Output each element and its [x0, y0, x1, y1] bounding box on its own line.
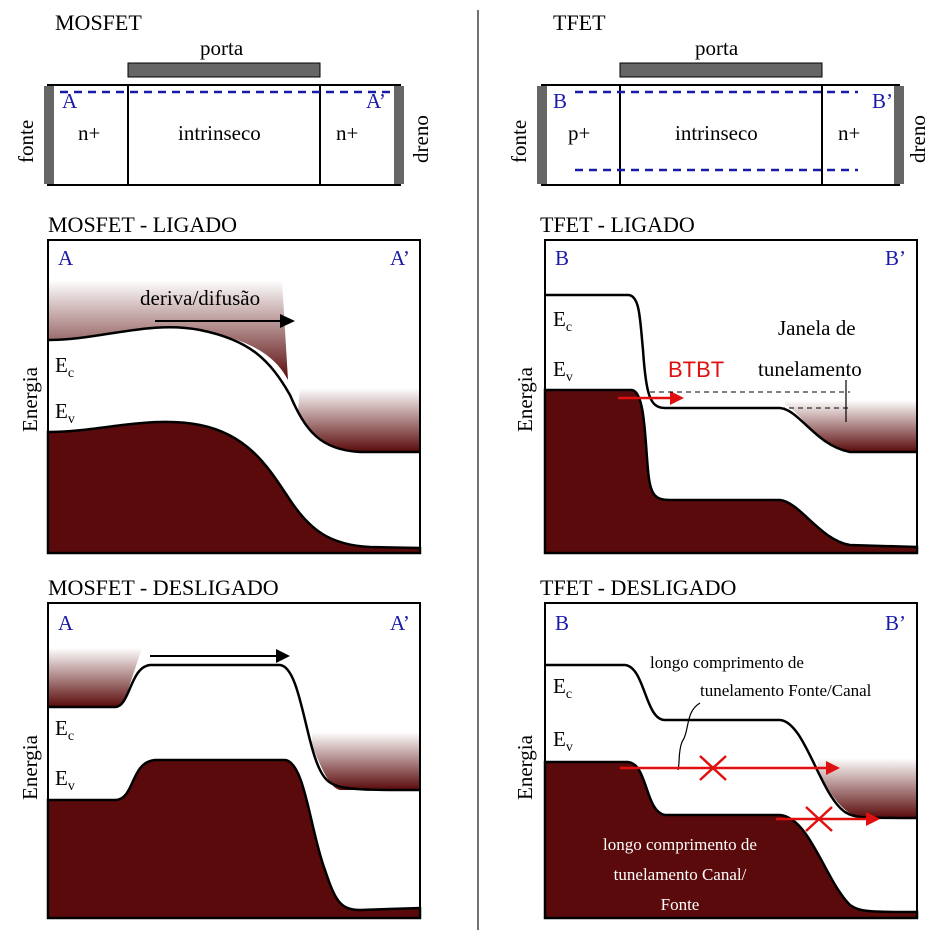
region-label: n+: [336, 121, 358, 145]
panel-title: TFET - LIGADO: [540, 212, 695, 237]
ev-label: Ev: [55, 399, 75, 427]
contact: [894, 86, 904, 184]
ev-symbol: E: [553, 357, 566, 381]
region-label: n+: [78, 121, 100, 145]
axis-label: Energia: [513, 734, 537, 800]
ec-symbol: E: [553, 307, 566, 331]
panel-title: TFET - DESLIGADO: [540, 575, 736, 600]
panel-title: MOSFET - DESLIGADO: [48, 575, 279, 600]
region-label: intrinseco: [675, 121, 758, 145]
note: tunelamento Fonte/Canal: [700, 681, 872, 700]
ec-label: Ec: [55, 716, 74, 744]
gate-label: porta: [695, 36, 739, 60]
drain-label: dreno: [906, 115, 930, 163]
marker: B: [555, 611, 569, 635]
arrow-head: [670, 391, 684, 405]
ec-symbol: E: [55, 353, 68, 377]
arrow-head: [276, 649, 290, 663]
ev-symbol: E: [55, 766, 68, 790]
axis-label: Energia: [18, 366, 42, 432]
ec-subscript: c: [68, 729, 74, 744]
note: longo comprimento de: [603, 835, 757, 854]
note: tunelamento Canal/: [614, 865, 747, 884]
ev-symbol: E: [553, 727, 566, 751]
annotation: deriva/difusão: [140, 286, 260, 310]
axis-label: Energia: [513, 366, 537, 432]
contact: [394, 86, 404, 184]
axis-label: Energia: [18, 734, 42, 800]
ev-subscript: v: [68, 412, 75, 427]
device-title: TFET: [553, 10, 606, 35]
gate: [128, 63, 320, 77]
ev-subscript: v: [566, 740, 573, 755]
marker: B’: [885, 246, 906, 270]
ev-label: Ev: [553, 357, 573, 385]
ec-label: Ec: [553, 674, 572, 702]
ev-subscript: v: [566, 370, 573, 385]
cut-marker: B: [553, 89, 567, 113]
cut-marker: A: [62, 89, 78, 113]
ec-subscript: c: [566, 687, 572, 702]
marker: A: [58, 611, 74, 635]
cut-marker: B’: [872, 89, 893, 113]
note: Fonte: [661, 895, 700, 914]
region-label: p+: [568, 121, 590, 145]
region-label: intrinseco: [178, 121, 261, 145]
ev-label: Ev: [55, 766, 75, 794]
ec-label: Ec: [553, 307, 572, 335]
ec-label: Ec: [55, 353, 74, 381]
electron-shading: [298, 388, 420, 452]
annotation: BTBT: [668, 357, 724, 382]
diagram: MOSFET porta A A’ n+ intrinseco n+ fonte…: [0, 0, 933, 932]
source-label: fonte: [507, 120, 531, 163]
window-label: Janela de: [778, 316, 856, 340]
electron-shading: [785, 400, 917, 452]
ev-subscript: v: [68, 779, 75, 794]
note: longo comprimento de: [650, 653, 804, 672]
marker: A: [58, 246, 74, 270]
device-title: MOSFET: [55, 10, 142, 35]
window-label: tunelamento: [758, 357, 862, 381]
electron-shading: [48, 648, 142, 707]
ev-symbol: E: [55, 399, 68, 423]
marker: A’: [390, 246, 410, 270]
panel-title: MOSFET - LIGADO: [48, 212, 237, 237]
ec-subscript: c: [566, 320, 572, 335]
pointer: [678, 703, 700, 770]
gate: [620, 63, 822, 77]
ec-symbol: E: [55, 716, 68, 740]
marker: B: [555, 246, 569, 270]
source-label: fonte: [14, 120, 38, 163]
gate-label: porta: [200, 36, 244, 60]
ev-label: Ev: [553, 727, 573, 755]
cut-marker: A’: [366, 89, 386, 113]
contact: [537, 86, 547, 184]
marker: A’: [390, 611, 410, 635]
region-label: n+: [838, 121, 860, 145]
marker: B’: [885, 611, 906, 635]
drain-label: dreno: [409, 115, 433, 163]
contact: [44, 86, 54, 184]
ec-subscript: c: [68, 366, 74, 381]
arrow-head: [280, 314, 295, 328]
ec-symbol: E: [553, 674, 566, 698]
